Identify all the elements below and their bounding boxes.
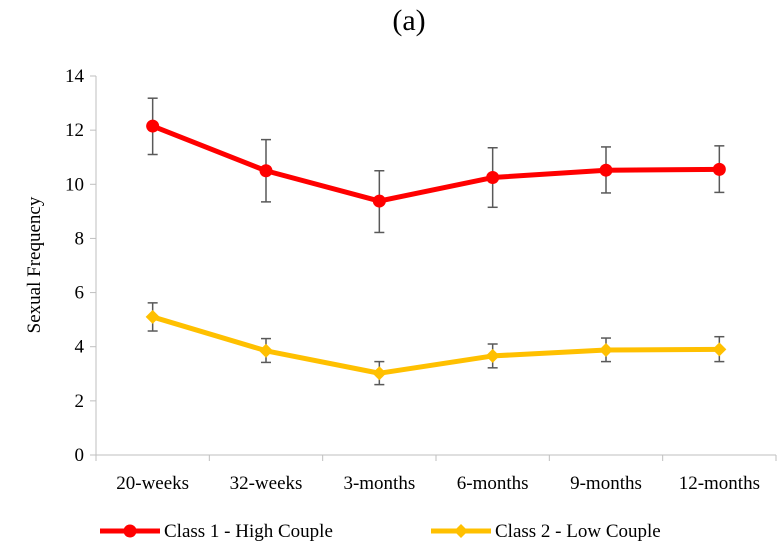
data-point (599, 163, 613, 177)
y-tick-label: 12 (65, 120, 84, 141)
y-axis-label: Sexual Frequency (24, 196, 45, 333)
data-point (372, 194, 386, 208)
legend-marker (123, 524, 137, 538)
chart-title: (a) (392, 4, 425, 37)
data-point (146, 119, 160, 133)
axes: 0 2 4 6 8 10 12 14 20-weeks 32-weeks 3-months 6-mon… (65, 66, 777, 494)
data-point (485, 348, 500, 363)
x-tick-label: 32-weeks (230, 473, 303, 494)
y-tick-label: 0 (75, 445, 85, 466)
legend-item-2: Class 2 - Low Couple (431, 521, 661, 542)
x-tick-label: 9-months (570, 473, 642, 494)
series-1 (146, 97, 726, 234)
legend-label: Class 1 - High Couple (164, 521, 333, 542)
data-point (145, 309, 160, 324)
data-point (599, 342, 613, 357)
series-line (150, 123, 722, 204)
x-tick-label: 6-months (457, 473, 529, 494)
legend: Class 1 - High Couple Class 2 - Low Coupl… (100, 521, 661, 542)
data-point (259, 164, 273, 178)
legend-item-1: Class 1 - High Couple (100, 521, 333, 542)
data-point (486, 171, 500, 185)
y-tick-label: 4 (75, 337, 85, 358)
series-line (150, 314, 722, 376)
y-tick-label: 6 (75, 283, 85, 304)
y-tick-label: 2 (75, 391, 85, 412)
series-2 (145, 302, 727, 386)
y-tick-label: 14 (65, 66, 85, 87)
data-point (712, 162, 726, 176)
data-point (372, 366, 387, 381)
x-tick-label: 3-months (343, 473, 415, 494)
plot-area (145, 97, 727, 386)
data-point (259, 343, 273, 358)
y-tick-label: 8 (75, 228, 85, 249)
data-point (712, 342, 727, 357)
x-tick-label: 20-weeks (116, 473, 189, 494)
y-tick-label: 10 (65, 174, 84, 195)
legend-marker (454, 524, 468, 538)
x-tick-label: 12-months (679, 473, 760, 494)
legend-label: Class 2 - Low Couple (495, 521, 661, 542)
